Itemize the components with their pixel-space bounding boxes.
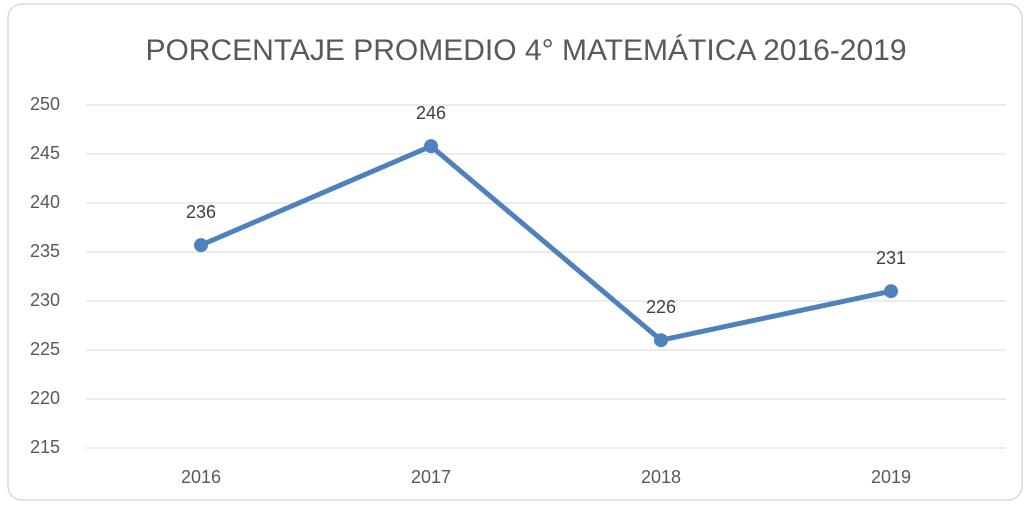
x-tick-label: 2016 xyxy=(181,467,221,487)
y-tick-label: 240 xyxy=(30,192,60,212)
chart-title: PORCENTAJE PROMEDIO 4° MATEMÁTICA 2016-2… xyxy=(145,34,906,67)
y-tick-label: 235 xyxy=(30,241,60,261)
y-tick-label: 220 xyxy=(30,388,60,408)
data-label: 246 xyxy=(416,103,446,123)
data-point xyxy=(654,333,668,348)
data-point xyxy=(194,238,208,253)
x-tick-label: 2019 xyxy=(871,467,911,487)
data-point xyxy=(884,284,898,299)
x-tick-label: 2018 xyxy=(641,467,681,487)
y-tick-label: 215 xyxy=(30,437,60,457)
y-tick-label: 225 xyxy=(30,339,60,359)
x-tick-label: 2017 xyxy=(411,467,451,487)
data-label: 231 xyxy=(876,248,906,268)
data-label: 236 xyxy=(186,202,216,222)
data-point xyxy=(424,139,438,154)
data-label: 226 xyxy=(646,297,676,317)
y-tick-label: 230 xyxy=(30,290,60,310)
data-line xyxy=(200,143,892,343)
y-tick-label: 245 xyxy=(30,143,60,163)
y-tick-label: 250 xyxy=(30,94,60,114)
